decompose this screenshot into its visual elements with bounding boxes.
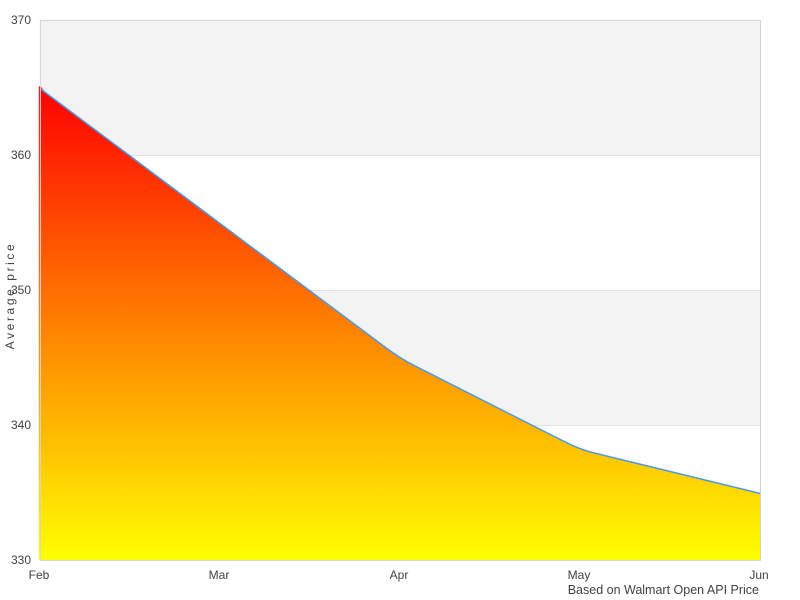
svg-text:340: 340: [11, 418, 31, 432]
svg-text:May: May: [568, 568, 591, 582]
svg-text:Apr: Apr: [390, 568, 409, 582]
svg-text:360: 360: [11, 148, 31, 162]
svg-text:Jun: Jun: [749, 568, 768, 582]
svg-text:Feb: Feb: [29, 568, 50, 582]
svg-text:350: 350: [11, 283, 31, 297]
svg-text:330: 330: [11, 553, 31, 567]
svg-text:Average price: Average price: [3, 242, 17, 350]
svg-text:Mar: Mar: [209, 568, 230, 582]
svg-text:Based on Walmart Open API Pric: Based on Walmart Open API Price: [568, 583, 759, 597]
svg-text:370: 370: [11, 13, 31, 27]
